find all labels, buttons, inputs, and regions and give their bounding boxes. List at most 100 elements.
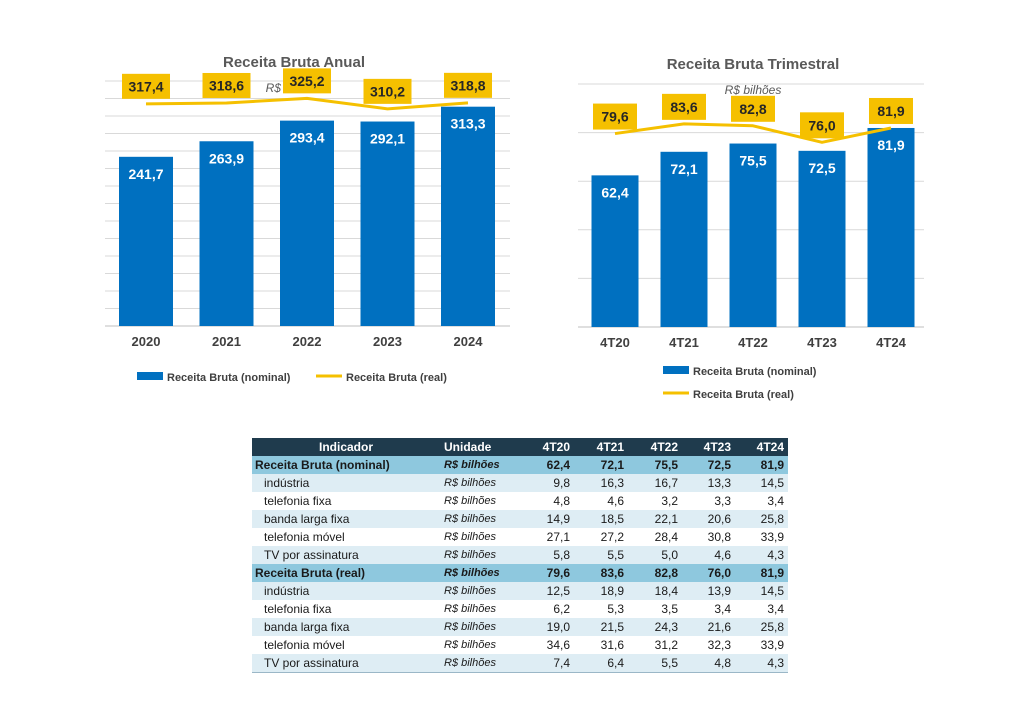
value-cell: 33,9 — [760, 638, 784, 652]
value-cell: 4,6 — [607, 494, 624, 508]
value-cell: 27,1 — [546, 530, 570, 544]
unit-cell: R$ bilhões — [440, 546, 522, 564]
line-value-label: 310,2 — [370, 83, 405, 99]
bar-nominal — [867, 127, 915, 327]
value-cell: 6,2 — [553, 602, 570, 616]
value-cell: 3,4 — [767, 602, 784, 616]
value-cell: 12,5 — [522, 582, 574, 600]
line-value-label: 79,6 — [601, 109, 628, 125]
bar-nominal — [360, 121, 415, 326]
column-header: 4T23 — [682, 438, 735, 456]
indicator-cell: telefonia fixa — [264, 494, 332, 508]
bar-nominal — [729, 143, 777, 327]
line-value-label: 325,2 — [289, 73, 324, 89]
x-tick-label: 4T24 — [876, 335, 906, 350]
value-cell: 30,8 — [707, 530, 731, 544]
value-cell: 5,3 — [607, 602, 624, 616]
bar-value-label: 293,4 — [289, 130, 324, 146]
line-value-box — [444, 72, 492, 98]
value-cell: 34,6 — [546, 638, 570, 652]
value-cell: 21,5 — [574, 618, 628, 636]
indicator-cell: telefonia móvel — [264, 638, 345, 652]
value-cell: 76,0 — [682, 564, 735, 582]
bar-value-label: 241,7 — [128, 166, 163, 182]
chart-title: Receita Bruta Anual — [223, 54, 365, 71]
legend-label: Receita Bruta (nominal) — [693, 366, 817, 378]
line-value-label: 317,4 — [128, 78, 163, 94]
value-cell: 7,4 — [522, 654, 574, 673]
value-cell: 62,4 — [522, 456, 574, 474]
unit-cell: R$ bilhões — [440, 474, 522, 492]
x-tick-label: 4T23 — [807, 335, 837, 350]
value-cell: 5,0 — [628, 546, 682, 564]
table-row: banda larga fixa R$ bilhões 14,9 18,5 22,1 20… — [252, 510, 788, 528]
bar-value-label: 263,9 — [209, 150, 244, 166]
value-cell: 28,4 — [654, 530, 678, 544]
table-row: indústria R$ bilhões 12,5 18,9 18,4 13,9 14,5 — [252, 582, 788, 600]
value-cell: 14,5 — [735, 474, 788, 492]
indicator-cell: TV por assinatura — [252, 546, 440, 564]
x-tick-label: 2024 — [454, 334, 484, 349]
unit-cell: R$ bilhões — [444, 639, 496, 651]
table-header-row: Indicador Unidade 4T20 4T21 4T22 4T23 4T24 — [252, 438, 788, 456]
column-header: 4T20 — [522, 438, 574, 456]
value-cell: 13,9 — [682, 582, 735, 600]
value-cell: 4,3 — [735, 654, 788, 673]
x-tick-label: 2023 — [373, 334, 402, 349]
value-cell: 32,3 — [707, 638, 731, 652]
table-row: telefonia fixa R$ bilhões 6,2 5,3 3,5 3,4 3,4 — [252, 600, 788, 618]
unit-cell: R$ bilhões — [440, 510, 522, 528]
value-cell: 13,3 — [682, 474, 735, 492]
column-header: 4T21 — [574, 438, 628, 456]
line-value-box — [283, 68, 331, 94]
bar-nominal — [280, 120, 334, 327]
table-row: Receita Bruta (real) R$ bilhões 79,6 83,6 82… — [252, 564, 788, 582]
bar-nominal — [441, 106, 495, 326]
indicator-cell: telefonia móvel — [264, 530, 345, 544]
value-cell: 3,5 — [661, 602, 678, 616]
line-real — [145, 96, 469, 111]
table-row: banda larga fixa R$ bilhões 19,0 21,5 24,3 21… — [252, 618, 788, 636]
indicator-cell: telefonia fixa — [264, 602, 332, 616]
bar-nominal — [199, 141, 254, 326]
value-cell: 6,4 — [574, 654, 628, 673]
line-value-box — [662, 93, 706, 120]
value-cell: 3,4 — [714, 602, 731, 616]
bar-value-label: 62,4 — [601, 184, 628, 200]
line-value-label: 82,8 — [739, 101, 766, 117]
value-cell: 79,6 — [522, 564, 574, 582]
value-cell: 14,9 — [522, 510, 574, 528]
bar-value-label: 292,1 — [370, 131, 405, 147]
value-cell: 75,5 — [628, 456, 682, 474]
table-row: telefonia fixa R$ bilhões 4,8 4,6 3,2 3,3 3,4 — [252, 492, 788, 510]
line-value-box — [363, 78, 412, 104]
value-cell: 83,6 — [574, 564, 628, 582]
column-header: Unidade — [440, 438, 522, 456]
value-cell: 33,9 — [760, 530, 784, 544]
line-value-label: 76,0 — [808, 117, 835, 133]
line-value-label: 318,6 — [209, 77, 244, 93]
bar-value-label: 81,9 — [877, 137, 904, 153]
value-cell: 9,8 — [522, 474, 574, 492]
value-cell: 19,0 — [522, 618, 574, 636]
value-cell: 4,8 — [553, 494, 570, 508]
table-row: Receita Bruta (nominal) R$ bilhões 62,4 72,… — [252, 456, 788, 474]
value-cell: 81,9 — [735, 564, 788, 582]
table-row: indústria R$ bilhões 9,8 16,3 16,7 13,3 14,5 — [252, 474, 788, 492]
chart-subtitle: R$ bilhões — [725, 83, 782, 97]
x-tick-label: 4T20 — [600, 335, 630, 350]
value-cell: 14,5 — [735, 582, 788, 600]
line-value-box — [869, 97, 913, 124]
value-cell: 3,2 — [661, 494, 678, 508]
unit-cell: R$ bilhões — [440, 618, 522, 636]
revenue-table: Indicador Unidade 4T20 4T21 4T22 4T23 4T24 Rec… — [252, 438, 788, 673]
unit-cell: R$ bilhões — [444, 531, 496, 543]
line-real — [614, 122, 892, 144]
value-cell: 4,3 — [735, 546, 788, 564]
value-cell: 21,6 — [682, 618, 735, 636]
table-row: telefonia móvel R$ bilhões 34,6 31,6 31,2 32,… — [252, 636, 788, 654]
unit-cell: R$ bilhões — [440, 456, 522, 474]
value-cell: 16,3 — [574, 474, 628, 492]
value-cell: 72,1 — [574, 456, 628, 474]
value-cell: 31,2 — [654, 638, 678, 652]
